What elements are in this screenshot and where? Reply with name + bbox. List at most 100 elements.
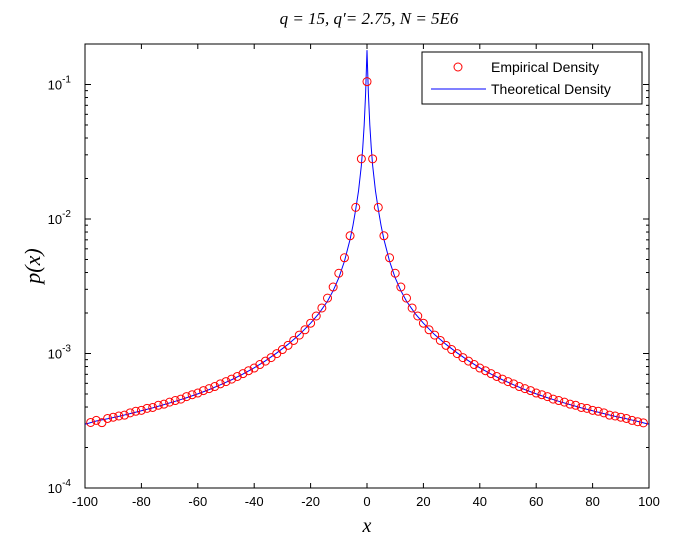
x-axis-label: x [362, 515, 372, 537]
empirical-point [215, 379, 225, 389]
x-tick-label: 40 [473, 494, 487, 509]
empirical-point [210, 382, 220, 392]
empirical-point [232, 371, 242, 381]
empirical-point [401, 293, 411, 303]
x-tick-label: 80 [585, 494, 599, 509]
empirical-point [300, 325, 310, 335]
empirical-point [165, 397, 175, 407]
empirical-point [131, 406, 141, 416]
empirical-point [588, 405, 598, 415]
empirical-point [509, 379, 519, 389]
empirical-point [435, 335, 445, 345]
empirical-point [244, 366, 254, 376]
empirical-point [390, 268, 400, 278]
empirical-point [334, 268, 344, 278]
y-tick-label: 10-4 [48, 478, 72, 496]
chart-title: q = 15, q′= 2.75, N = 5E6 [280, 9, 459, 28]
empirical-point [407, 303, 417, 313]
empirical-point [379, 231, 389, 241]
empirical-point [520, 384, 530, 394]
empirical-point [396, 282, 406, 292]
empirical-point [182, 392, 192, 402]
empirical-point [565, 399, 575, 409]
empirical-point [159, 399, 169, 409]
empirical-point [480, 366, 490, 376]
x-tick-label: -20 [301, 494, 320, 509]
empirical-point [542, 392, 552, 402]
empirical-point [294, 330, 304, 340]
empirical-point [418, 318, 428, 328]
empirical-point [328, 282, 338, 292]
empirical-point [306, 318, 316, 328]
empirical-point [351, 202, 361, 212]
y-tick-label: 10-3 [48, 343, 72, 361]
empirical-point [526, 386, 536, 396]
empirical-point [356, 154, 366, 164]
empirical-point [97, 418, 107, 428]
empirical-point [599, 408, 609, 418]
empirical-point [362, 77, 372, 87]
empirical-point [91, 415, 101, 425]
empirical-point [108, 412, 118, 422]
empirical-point [621, 413, 631, 423]
empirical-point [277, 345, 287, 355]
y-axis-label: p(x) [20, 248, 45, 285]
empirical-point [86, 417, 96, 427]
empirical-point [193, 388, 203, 398]
empirical-point [148, 402, 158, 412]
empirical-point [114, 411, 124, 421]
legend-label-theoretical: Theoretical Density [491, 81, 611, 97]
y-tick-label: 10-1 [48, 74, 72, 92]
legend-marker-empirical [453, 62, 463, 72]
empirical-point [176, 394, 186, 404]
empirical-point [486, 369, 496, 379]
empirical-point [610, 411, 620, 421]
empirical-point [593, 406, 603, 416]
legend-box [421, 51, 643, 105]
empirical-point [413, 311, 423, 321]
x-tick-label: -60 [188, 494, 207, 509]
empirical-point [605, 410, 615, 420]
empirical-point [221, 377, 231, 387]
y-axis: 10-4 10-3 10-2 10-1 [48, 43, 649, 496]
plot-area [84, 43, 650, 489]
empirical-point [627, 415, 637, 425]
empirical-point [204, 384, 214, 394]
y-tick-label: 10-2 [48, 209, 72, 227]
empirical-point [424, 325, 434, 335]
x-tick-label: -80 [132, 494, 151, 509]
empirical-point [571, 400, 581, 410]
empirical-point [227, 374, 237, 384]
empirical-point [136, 405, 146, 415]
empirical-point [103, 413, 113, 423]
empirical-point [142, 403, 152, 413]
empirical-point [497, 374, 507, 384]
empirical-point [514, 382, 524, 392]
empirical-point [238, 369, 248, 379]
legend-label-empirical: Empirical Density [491, 59, 599, 75]
empirical-point [492, 371, 502, 381]
empirical-point [317, 303, 327, 313]
empirical-point [582, 403, 592, 413]
x-tick-label: 100 [638, 494, 660, 509]
empirical-point [373, 202, 383, 212]
empirical-point [339, 253, 349, 263]
x-tick-label: 60 [529, 494, 543, 509]
empirical-point [198, 386, 208, 396]
empirical-point [531, 388, 541, 398]
empirical-point [385, 253, 395, 263]
x-tick-label: -40 [245, 494, 264, 509]
empirical-point [554, 396, 564, 406]
empirical-point [125, 408, 135, 418]
empirical-point [187, 390, 197, 400]
x-tick-label: 20 [416, 494, 430, 509]
empirical-point [616, 412, 626, 422]
empirical-point [323, 293, 333, 303]
empirical-point [119, 410, 129, 420]
x-axis: -100 -80 -60 -40 -20 0 20 40 60 80 100 [72, 44, 660, 509]
empirical-point [283, 340, 293, 350]
empirical-point [503, 377, 513, 387]
legend: Empirical Density Theoretical Density [421, 51, 643, 105]
empirical-point [170, 396, 180, 406]
